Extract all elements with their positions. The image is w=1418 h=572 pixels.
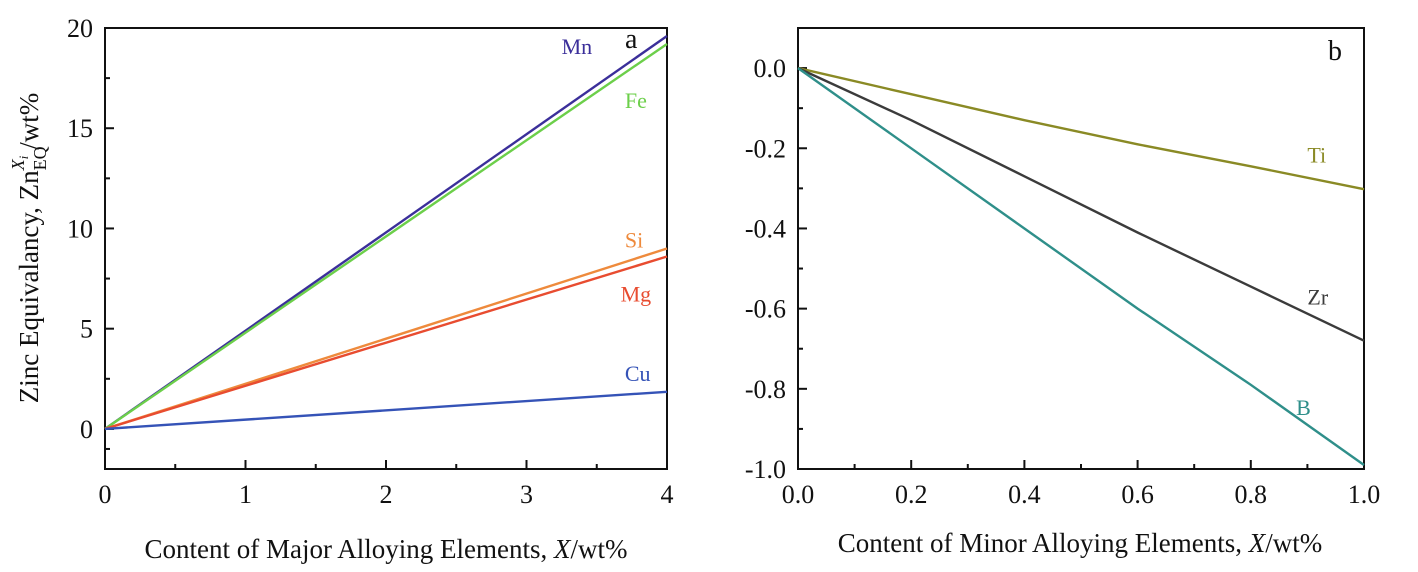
series-label-b: B	[1296, 395, 1311, 420]
x-tick-label-b: 0.4	[1008, 480, 1041, 509]
x-axis-title-b: Content of Minor Alloying Elements, X/wt…	[838, 528, 1322, 558]
series-labels-a: Mn Fe Si Mg Cu	[562, 34, 652, 386]
x-tick-label-a: 2	[380, 480, 393, 509]
series-line-si	[104, 247, 668, 431]
y-tick-label-b: 0.0	[754, 54, 787, 83]
series-label-zr: Zr	[1307, 285, 1328, 310]
y-tick-label-a: 10	[67, 214, 93, 243]
y-tick-label-b: -0.2	[745, 134, 786, 163]
panel-label-a: a	[625, 24, 638, 55]
series-line-cu	[104, 390, 668, 431]
series-label-ti: Ti	[1307, 142, 1326, 167]
y-tick-label-b: -1.0	[745, 455, 786, 484]
series-labels-b: Ti Zr B	[1296, 142, 1329, 420]
x-tick-label-a: 1	[239, 480, 252, 509]
series-line-mg	[104, 255, 668, 431]
series-lines-a	[104, 35, 668, 431]
x-tick-label-a: 3	[520, 480, 533, 509]
series-line-zr	[797, 67, 1365, 342]
ticks-a: 0 1 2 3 4 0 5 10 15 20	[67, 14, 674, 509]
y-tick-label-b: -0.4	[745, 214, 786, 243]
y-tick-label-a: 15	[67, 114, 93, 143]
panel-label-b: b	[1328, 36, 1342, 67]
y-tick-label-a: 0	[80, 415, 93, 444]
x-axis-title-a: Content of Major Alloying Elements, X/wt…	[145, 534, 628, 564]
x-tick-label-b: 0.6	[1121, 480, 1154, 509]
y-tick-label-b: -0.6	[745, 295, 786, 324]
series-line-b	[797, 67, 1365, 466]
series-label-mg: Mg	[621, 282, 652, 307]
series-lines-b	[797, 66, 1365, 466]
x-tick-label-b: 0.8	[1235, 480, 1268, 509]
chart-panel-b: 0.0 0.2 0.4 0.6 0.8 1.0 0.0 -0.2 -0.4 -0.6 -0.8 -1.…	[745, 27, 1380, 558]
series-line-ti	[797, 66, 1365, 191]
x-tick-label-a: 4	[661, 480, 674, 509]
y-tick-label-a: 20	[67, 14, 93, 43]
plot-frame-b	[797, 27, 1365, 470]
series-label-fe: Fe	[625, 88, 647, 113]
y-tick-label-b: -0.8	[745, 375, 786, 404]
series-label-mn: Mn	[562, 34, 593, 59]
ticks-b: 0.0 0.2 0.4 0.6 0.8 1.0 0.0 -0.2 -0.4 -0.6 -0.8 -1.…	[745, 54, 1380, 509]
x-tick-label-b: 0.0	[782, 480, 815, 509]
x-tick-label-b: 1.0	[1348, 480, 1381, 509]
x-tick-label-b: 0.2	[895, 480, 928, 509]
series-label-cu: Cu	[625, 361, 651, 386]
series-label-si: Si	[625, 227, 643, 252]
y-tick-label-a: 5	[80, 315, 93, 344]
chart-panel-a: 0 1 2 3 4 0 5 10 15 20 Mn Fe Si Mg Cu a Content of Ma…	[8, 14, 674, 564]
y-axis-title-a: Zinc Equivalancy, ZnEQXi/wt%	[8, 93, 50, 404]
x-tick-label-a: 0	[99, 480, 112, 509]
series-line-fe	[104, 43, 668, 430]
